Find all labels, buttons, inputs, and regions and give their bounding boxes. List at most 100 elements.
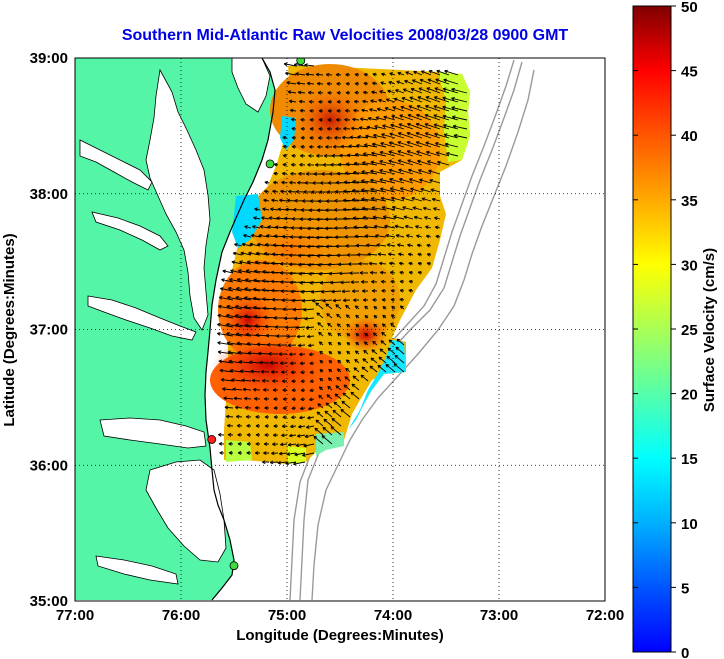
velocity-arrow xyxy=(323,418,333,427)
velocity-arrow xyxy=(333,401,342,409)
colorbar-tick-label: 5 xyxy=(681,580,689,597)
velocity-arrow xyxy=(388,168,405,175)
velocity-arrow xyxy=(287,90,297,95)
velocity-arrow xyxy=(334,393,342,400)
velocity-arrow xyxy=(421,197,432,202)
velocity-arrow xyxy=(298,171,306,176)
velocity-arrow xyxy=(387,252,396,257)
velocity-arrow xyxy=(354,358,360,364)
velocity-arrow xyxy=(417,252,423,257)
velocity-arrow xyxy=(402,88,414,94)
velocity-arrow xyxy=(298,262,315,267)
velocity-arrow xyxy=(266,342,279,347)
velocity-arrow xyxy=(406,234,414,238)
velocity-arrow xyxy=(353,161,369,166)
velocity-arrow xyxy=(424,113,441,121)
velocity-arrow xyxy=(398,168,414,175)
velocity-arrow xyxy=(398,177,414,184)
velocity-arrow xyxy=(336,108,342,113)
station-marker xyxy=(265,159,275,169)
velocity-arrow xyxy=(345,367,351,373)
velocity-arrow xyxy=(389,270,396,275)
velocity-arrow xyxy=(345,99,351,104)
velocity-arrow xyxy=(433,123,450,130)
velocity-arrow xyxy=(451,87,468,94)
velocity-arrow xyxy=(357,135,369,139)
velocity-arrow xyxy=(271,451,279,456)
colorbar-tick-label: 35 xyxy=(681,193,698,210)
velocity-arrow xyxy=(255,433,261,437)
velocity-arrow xyxy=(249,360,261,365)
velocity-arrow xyxy=(394,224,405,229)
velocity-arrow xyxy=(264,180,270,185)
velocity-arrow xyxy=(407,243,414,248)
velocity-arrow xyxy=(236,277,252,283)
velocity-arrow xyxy=(367,252,378,257)
velocity-arrow xyxy=(420,187,432,193)
velocity-arrow xyxy=(363,143,378,148)
velocity-arrow xyxy=(362,215,378,220)
velocity-arrow xyxy=(408,279,414,284)
velocity-arrow xyxy=(426,87,441,94)
velocity-arrow xyxy=(385,233,396,238)
velocity-arrow xyxy=(328,341,333,346)
velocity-arrow xyxy=(360,280,369,284)
velocity-arrow xyxy=(428,169,441,175)
velocity-arrow xyxy=(444,142,459,148)
velocity-arrow xyxy=(272,442,279,447)
velocity-arrow xyxy=(322,298,333,303)
x-axis-ticks: 77:00 76:00 75:00 74:00 73:00 72:00 xyxy=(56,607,624,624)
velocity-arrow xyxy=(241,378,252,383)
velocity-arrow xyxy=(319,368,324,373)
velocity-arrow xyxy=(337,359,342,364)
colorbar-tick-label: 15 xyxy=(681,451,698,468)
velocity-arrow xyxy=(232,387,243,392)
velocity-arrow xyxy=(235,295,252,301)
velocity-arrow xyxy=(273,424,279,428)
velocity-arrow xyxy=(332,409,342,418)
velocity-arrow xyxy=(334,198,351,203)
velocity-arrow xyxy=(350,391,360,400)
velocity-arrow xyxy=(244,405,252,410)
velocity-arrow xyxy=(264,424,270,428)
velocity-arrow xyxy=(359,117,369,122)
velocity-arrow xyxy=(300,370,306,375)
velocity-arrow xyxy=(384,224,396,229)
velocity-arrow xyxy=(273,406,279,410)
velocity-arrow xyxy=(291,126,297,131)
colorbar-tick-label: 45 xyxy=(681,64,698,81)
velocity-arrow xyxy=(375,233,387,238)
velocity-arrow xyxy=(316,81,324,86)
velocity-arrow xyxy=(291,397,297,402)
velocity-arrow xyxy=(401,97,414,103)
velocity-arrow xyxy=(280,442,288,447)
velocity-arrow xyxy=(308,406,315,411)
velocity-arrow xyxy=(424,132,441,139)
velocity-arrow xyxy=(397,150,414,157)
velocity-arrow xyxy=(305,72,315,77)
velocity-arrow xyxy=(295,72,306,76)
velocity-arrow xyxy=(371,206,387,211)
velocity-arrow xyxy=(410,187,423,193)
velocity-arrow xyxy=(289,361,297,366)
velocity-arrow xyxy=(280,370,288,375)
velocity-arrow xyxy=(247,351,261,355)
velocity-arrow xyxy=(393,215,405,220)
velocity-arrow xyxy=(408,288,414,293)
velocity-arrow xyxy=(298,424,306,429)
velocity-arrow xyxy=(409,96,423,103)
velocity-arrow xyxy=(352,170,369,175)
velocity-arrow xyxy=(413,70,423,76)
y-tick-label: 38:00 xyxy=(30,186,68,203)
velocity-arrow xyxy=(227,295,243,301)
velocity-arrow xyxy=(230,269,243,274)
velocity-arrow xyxy=(419,78,432,85)
velocity-arrow xyxy=(435,234,441,239)
velocity-arrow xyxy=(315,72,324,77)
neuse-river xyxy=(95,555,179,585)
velocity-arrow xyxy=(379,187,396,193)
velocity-arrow xyxy=(397,159,414,166)
velocity-arrow xyxy=(272,433,279,438)
velocity-arrow xyxy=(442,114,459,121)
